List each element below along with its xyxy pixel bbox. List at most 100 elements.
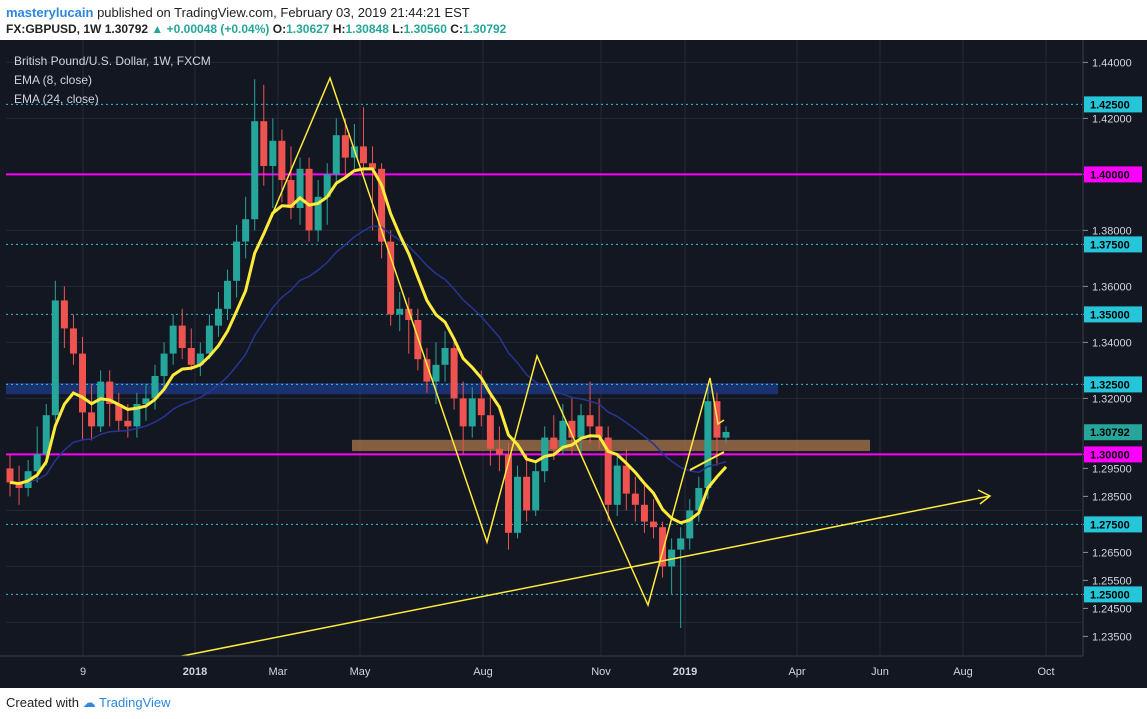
price-label-text: 1.42500: [1090, 99, 1130, 111]
candle-body: [668, 549, 676, 567]
price-label-box: [1084, 306, 1142, 323]
candle-body: [396, 308, 404, 315]
candle-body: [459, 398, 467, 427]
candle-body: [359, 146, 367, 164]
resistance-zone: [6, 383, 778, 395]
last-price: 1.30792: [104, 22, 149, 36]
candle-body: [495, 448, 503, 455]
time-tick-label: 2018: [183, 666, 207, 678]
price-label-box: [1084, 446, 1142, 463]
candle-body: [106, 381, 114, 404]
tradingview-logo-icon[interactable]: ☁: [82, 695, 96, 710]
chart-legend: British Pound/U.S. Dollar, 1W, FXCM EMA …: [14, 52, 211, 109]
ema24-line: [9, 225, 727, 484]
candle-body: [142, 398, 150, 404]
candle-body: [486, 415, 494, 449]
candle-body: [269, 140, 277, 166]
candle-body: [477, 398, 485, 416]
candle-body: [405, 308, 413, 320]
time-tick-label: Oct: [1037, 666, 1054, 678]
candle-body: [251, 121, 259, 220]
candle-body: [369, 163, 377, 169]
candle-body: [124, 420, 132, 427]
candle-body: [178, 325, 186, 348]
candle-body: [187, 348, 195, 365]
author-link[interactable]: masterylucain: [6, 5, 94, 20]
chart-area[interactable]: 1.44000 1.42000 1.40000 1.38000 1.37500 1.360…: [0, 40, 1147, 688]
projection-line: [689, 451, 725, 471]
price-tick-label: 1.24500: [1092, 603, 1132, 615]
price-tick-label: 1.42000: [1092, 113, 1132, 125]
close-value: 1.30792: [462, 22, 507, 36]
candle-body: [613, 465, 621, 505]
change-value: +0.00048 (+0.04%): [166, 22, 270, 36]
price-label-text: 1.32500: [1090, 379, 1130, 391]
candle-body: [133, 404, 141, 427]
price-tick-label: 1.28500: [1092, 491, 1132, 503]
candle-body: [677, 538, 685, 550]
candle-body: [287, 180, 295, 208]
tradingview-brand[interactable]: TradingView: [99, 695, 171, 710]
candle-body: [115, 404, 123, 421]
candle-body: [233, 241, 241, 281]
price-tick-label: 1.25500: [1092, 575, 1132, 587]
candle-body: [214, 308, 222, 326]
low-value: 1.30560: [403, 22, 447, 36]
candle-body: [432, 364, 440, 382]
candle-body: [151, 376, 159, 399]
time-tick-label: Jun: [871, 666, 889, 678]
candle-body: [88, 412, 96, 427]
time-tick-label: Aug: [473, 666, 493, 678]
legend-title: British Pound/U.S. Dollar, 1W, FXCM: [14, 54, 211, 68]
time-tick-label: 2019: [673, 666, 697, 678]
candle-body: [523, 476, 531, 511]
price-label-text: 1.30000: [1090, 449, 1130, 461]
time-tick-label: Nov: [591, 666, 611, 678]
candle-body: [305, 168, 313, 231]
candle-body: [649, 521, 657, 528]
time-axis: [0, 656, 1147, 688]
legend-ema8[interactable]: EMA (8, close): [14, 73, 93, 87]
candle-body: [33, 454, 41, 472]
open-label: O:: [272, 22, 287, 36]
candle-body: [504, 454, 512, 533]
candle-body: [704, 401, 712, 488]
candle-body: [378, 168, 386, 242]
footer: Created with ☁ TradingView: [0, 688, 1147, 719]
candle-body: [450, 348, 458, 399]
candle-body: [278, 140, 286, 180]
zigzag-pattern: [257, 75, 725, 608]
candle-body: [568, 420, 576, 438]
candle-body: [468, 398, 476, 427]
chart-header: masterylucain published on TradingView.c…: [0, 0, 1147, 40]
candle-body: [205, 325, 213, 354]
candle-body: [423, 359, 431, 382]
time-tick-label: Apr: [788, 666, 805, 678]
candle-body: [586, 415, 594, 427]
time-tick-label: May: [350, 666, 371, 678]
candle-body: [550, 437, 558, 449]
price-tick-label: 1.23500: [1092, 631, 1132, 643]
candle-body: [631, 493, 639, 505]
candle-body: [260, 121, 268, 166]
chart-svg[interactable]: 1.44000 1.42000 1.40000 1.38000 1.37500 1.360…: [0, 40, 1147, 688]
price-label-text: 1.40000: [1090, 169, 1130, 181]
price-label-text: 1.25000: [1090, 589, 1130, 601]
created-text: Created with: [6, 695, 79, 710]
ema8-line: [9, 167, 728, 525]
legend-ema24[interactable]: EMA (24, close): [14, 92, 99, 106]
symbol-label: FX:GBPUSD, 1W: [6, 22, 102, 36]
price-label-box: [1084, 586, 1142, 603]
candle-body: [224, 280, 232, 309]
candle-body: [51, 300, 59, 416]
trendline-arrow-icon: [977, 489, 992, 505]
candle-body: [242, 219, 250, 242]
price-axis: [1083, 40, 1147, 688]
high-value: 1.30848: [345, 22, 389, 36]
ascending-trendline: [171, 495, 991, 659]
candle-body: [532, 471, 540, 511]
high-label: H:: [332, 22, 346, 36]
price-tick-label: 1.38000: [1092, 225, 1132, 237]
price-label-box: [1084, 96, 1142, 113]
candle-body: [323, 174, 331, 197]
